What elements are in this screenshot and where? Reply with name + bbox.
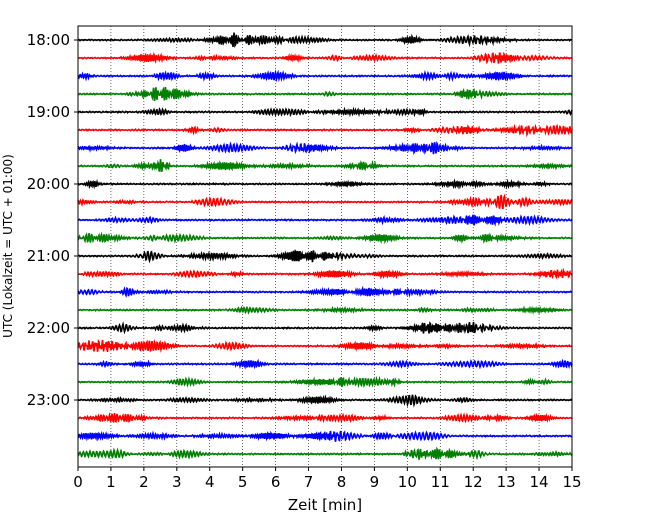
trace-2030: [77, 214, 573, 227]
x-tick-label: 13: [497, 473, 516, 491]
trace-2115: [77, 267, 573, 280]
trace-2330: [77, 430, 573, 442]
trace-1830: [77, 69, 573, 83]
y-tick-label: 20:00: [27, 175, 70, 193]
x-tick-label: 12: [464, 473, 483, 491]
x-tick-label: 11: [431, 473, 450, 491]
x-tick-label: 8: [337, 473, 347, 491]
trace-2200: [77, 321, 573, 335]
trace-1945: [77, 159, 573, 173]
trace-2230: [77, 358, 573, 370]
y-axis-label: UTC (Lokalzeit = UTC + 01:00): [1, 154, 15, 338]
trace-2015: [77, 193, 573, 210]
trace-1815: [77, 51, 573, 65]
x-tick-label: 5: [238, 473, 248, 491]
trace-2215: [77, 338, 573, 353]
trace-2045: [77, 231, 573, 245]
trace-1915: [77, 123, 573, 138]
plot-frame: [77, 25, 573, 468]
x-tick-label: 4: [205, 473, 215, 491]
x-tick-label: 10: [398, 473, 417, 491]
trace-1800: [77, 32, 573, 48]
y-tick-label: 21:00: [27, 247, 70, 265]
x-tick-label: 2: [139, 473, 149, 491]
y-tick-label: 23:00: [27, 391, 70, 409]
x-axis-ticks: 0 1 2 3 4 5 6 7 8 9 10 11 12 13 14 15: [73, 467, 582, 491]
x-tick-label: 3: [172, 473, 182, 491]
trace-1930: [77, 140, 573, 156]
y-tick-label: 19:00: [27, 103, 70, 121]
trace-2345: [77, 446, 573, 461]
x-tick-label: 15: [562, 473, 581, 491]
y-axis-ticks: 18:00 19:00 20:00 21:00 22:00 23:00: [27, 31, 78, 409]
trace-2145: [77, 305, 573, 316]
trace-2245: [77, 375, 573, 389]
trace-1900: [77, 106, 573, 118]
y-tick-label: 22:00: [27, 319, 70, 337]
x-tick-label: 0: [73, 473, 83, 491]
trace-2315: [77, 411, 573, 424]
trace-group: [77, 32, 573, 461]
y-tick-label: 18:00: [27, 31, 70, 49]
x-axis-label: Zeit [min]: [288, 496, 362, 514]
trace-2100: [77, 248, 573, 264]
x-tick-label: 14: [530, 473, 549, 491]
x-tick-label: 6: [271, 473, 281, 491]
x-tick-label: 1: [106, 473, 116, 491]
trace-2130: [77, 285, 573, 298]
trace-2000: [77, 178, 573, 190]
x-tick-label: 9: [370, 473, 380, 491]
x-tick-label: 7: [304, 473, 314, 491]
trace-1845: [77, 86, 573, 102]
trace-2300: [77, 394, 573, 408]
